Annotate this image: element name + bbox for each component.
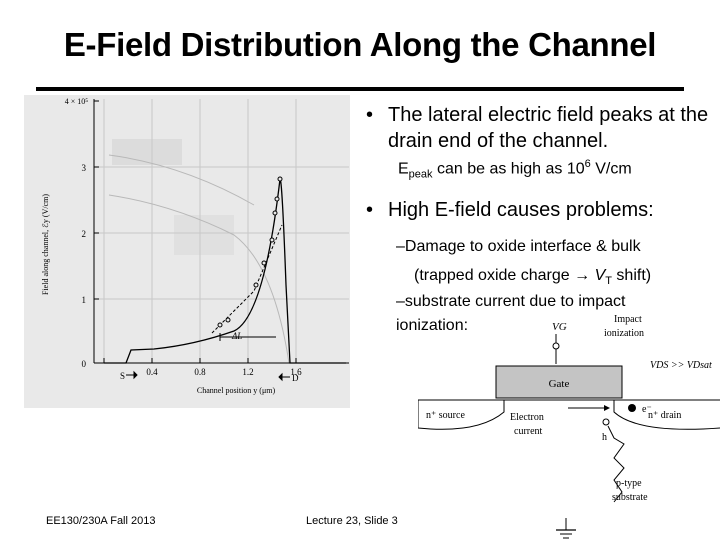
bullet-dot: • [366,104,374,126]
shift-text: shift) [611,267,652,284]
background-curves [108,154,290,364]
peak-subscript: peak [408,168,433,181]
vg-label: VG [552,321,567,333]
source-marker-label: S [120,371,125,381]
data-points [217,176,283,328]
drain-label: n⁺ drain [648,410,681,421]
y-tick-label: 1 [82,295,87,305]
y-tick-label: 3 [82,163,87,173]
y-axis-label: Field along channel, ℰy (V/cm) [41,194,50,295]
gate-block [495,365,623,399]
hole-label: h [602,432,607,443]
x-tick-label: 1.6 [290,367,302,377]
sub-bullet-substrate: –substrate current due to impact ionizat… [396,293,626,334]
sub-bullet-damage: –Damage to oxide interface & bulk (trapp… [396,238,652,288]
gate-label: Gate [549,378,570,390]
vt-symbol: V [594,267,606,284]
delta-l-label: ΔL [231,331,242,341]
source-region [418,400,505,430]
impact-ionization-label: Impact ionization [604,314,644,339]
peak-text: can be as high as 10 [432,160,585,178]
mosfet-cross-section: VG Impact ionization VDS >> VDsat Gate n⁺… [418,314,720,539]
impact-point [628,404,636,412]
footer-lecture: Lecture 23, Slide 3 [306,515,398,527]
hole-current-path [607,425,625,503]
damage-text: Damage to oxide interface & bulk [404,238,641,255]
footer-course: EE130/230A Fall 2013 [46,515,156,527]
field-curve [104,178,346,364]
y-tick-label: 4 × 10⁵ [65,97,89,106]
bullet-item: • The lateral electric field peaks at th… [366,102,712,154]
trapped-charge-text: (trapped oxide charge [414,267,575,284]
unit-text: V/cm [590,160,632,178]
source-label: n⁺ source [426,410,465,421]
x-axis-label: Channel position y (μm) [197,386,276,395]
substrate-label: p-type substrate [612,478,648,503]
substrate-current-text: substrate current due to impact ionizati… [396,293,626,334]
drain-region [613,400,720,430]
title-underline [36,87,684,91]
right-arrow-icon: → [574,267,591,284]
vt-subscript: T [605,275,612,288]
grid-lines [94,99,349,363]
e-symbol: E [398,160,409,178]
bullet-text: High E-field causes problems: [388,199,654,221]
y-tick-label: 0 [82,359,87,369]
electron-label: e⁻ [642,404,652,415]
bullet-text: The lateral electric field peaks at the … [388,104,709,152]
bullet-dot: • [366,199,374,221]
x-tick-label: 0.4 [146,367,158,377]
slide-title: E-Field Distribution Along the Channel [63,26,657,63]
sub-bullet-peak: Epeak can be as high as 106 V/cm [398,158,632,181]
electron-current-label: Electron current [510,412,544,437]
field-distribution-graph: 0 1 2 3 4 × 10⁵ 0.4 0.8 1.2 1.6 S D Fiel… [24,95,350,408]
x-tick-label: 1.2 [242,367,253,377]
x-tick-label: 0.8 [194,367,206,377]
dashed-approximation [211,224,283,334]
vds-condition-label: VDS >> VDsat [650,360,712,371]
drain-marker-label: D [292,373,299,383]
y-tick-label: 2 [82,229,87,239]
bullet-item: • High E-field causes problems: [366,197,712,223]
exponent: 6 [584,158,591,170]
